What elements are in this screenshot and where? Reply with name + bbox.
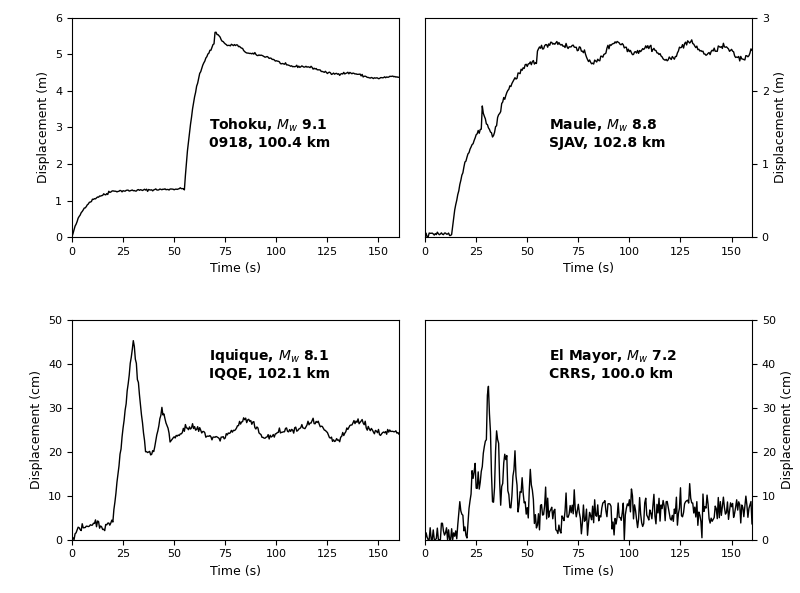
X-axis label: Time (s): Time (s) [563,262,614,275]
X-axis label: Time (s): Time (s) [563,565,614,578]
Y-axis label: Displacement (cm): Displacement (cm) [30,371,42,489]
Text: Maule, $\mathit{M}_{w}$ 8.8
SJAV, 102.8 km: Maule, $\mathit{M}_{w}$ 8.8 SJAV, 102.8 … [550,116,666,150]
Y-axis label: Displacement (cm): Displacement (cm) [782,371,794,489]
Text: El Mayor, $\mathit{M}_{w}$ 7.2
CRRS, 100.0 km: El Mayor, $\mathit{M}_{w}$ 7.2 CRRS, 100… [550,347,677,381]
Y-axis label: Displacement (m): Displacement (m) [37,71,50,183]
X-axis label: Time (s): Time (s) [210,565,261,578]
Y-axis label: Displacement (m): Displacement (m) [774,71,787,183]
Text: Iquique, $\mathit{M}_{w}$ 8.1
IQQE, 102.1 km: Iquique, $\mathit{M}_{w}$ 8.1 IQQE, 102.… [210,347,330,381]
Text: Tohoku, $\mathit{M}_{w}$ 9.1
0918, 100.4 km: Tohoku, $\mathit{M}_{w}$ 9.1 0918, 100.4… [210,116,330,150]
X-axis label: Time (s): Time (s) [210,262,261,275]
